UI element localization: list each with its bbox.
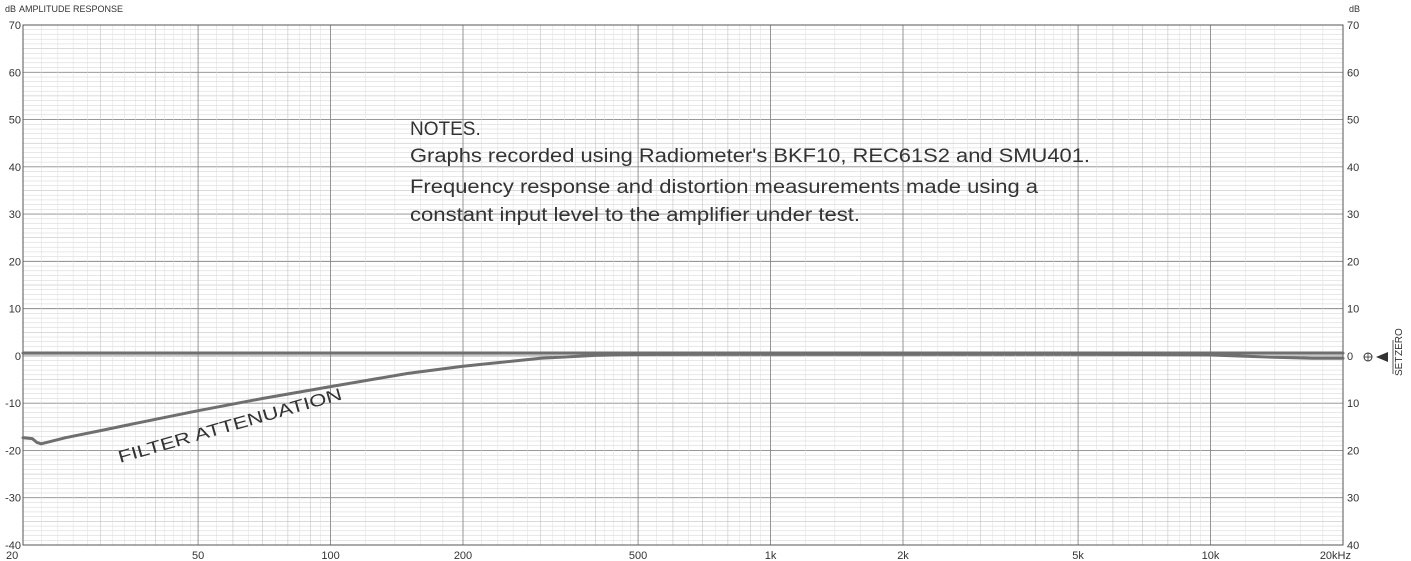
set-zero-marker: SET ZERO — [1363, 328, 1405, 376]
y-tick-label-right: 40 — [1347, 540, 1359, 552]
y-tick-label-left: 60 — [9, 67, 21, 79]
x-tick-label: 20kHz — [1320, 550, 1351, 561]
y-tick-label-left: 70 — [9, 20, 21, 32]
x-tick-label: 500 — [629, 550, 647, 561]
x-tick-label: 2k — [897, 550, 909, 561]
notes-heading: NOTES. — [410, 119, 481, 140]
y-tick-label-left: -10 — [5, 398, 21, 410]
y-tick-label-right: 50 — [1347, 115, 1359, 127]
grid — [22, 24, 1344, 546]
set-label: SET — [1394, 357, 1405, 376]
y-tick-label-left: -30 — [5, 493, 21, 505]
x-tick-labels: 20 50 100 200 500 1k 2k 5k 10k 20kHz — [6, 550, 1351, 561]
x-tick-label: 10k — [1202, 550, 1220, 561]
x-tick-label: 200 — [454, 550, 472, 561]
zero-label: ZERO — [1394, 328, 1405, 356]
x-tick-label: 100 — [321, 550, 339, 561]
left-axis-unit: dB — [5, 4, 16, 14]
y-tick-label-right: 10 — [1347, 398, 1359, 410]
y-tick-label-right: 10 — [1347, 304, 1359, 316]
filter-attenuation-label: FILTER ATTENUATION — [116, 385, 344, 467]
x-tick-label: 50 — [192, 550, 204, 561]
y-tick-label-left: 20 — [9, 256, 21, 268]
x-tick-label: 20 — [6, 550, 18, 561]
notes-line-3: constant input level to the amplifier un… — [410, 205, 860, 226]
y-tick-label-right: 30 — [1347, 209, 1359, 221]
y-tick-labels-left: 70 60 50 40 30 20 10 0 -10 -20 -30 -40 — [5, 20, 21, 552]
y-tick-label-right: 60 — [1347, 67, 1359, 79]
y-tick-label-left: 30 — [9, 209, 21, 221]
y-tick-label-left: 10 — [9, 304, 21, 316]
y-tick-label-left: 0 — [15, 351, 21, 363]
notes-line-1: Graphs recorded using Radiometer's BKF10… — [410, 146, 1090, 167]
notes-line-2: Frequency response and distortion measur… — [410, 177, 1038, 198]
x-tick-label: 1k — [765, 550, 777, 561]
chart-title: AMPLITUDE RESPONSE — [19, 4, 123, 14]
y-tick-label-left: -20 — [5, 445, 21, 457]
series-line-2 — [21, 352, 1345, 446]
set-zero-arrow-icon — [1376, 352, 1388, 362]
y-tick-label-right: 20 — [1347, 256, 1359, 268]
y-tick-label-right: 30 — [1347, 493, 1359, 505]
y-tick-label-right: 40 — [1347, 162, 1359, 174]
y-tick-label-left: 40 — [9, 162, 21, 174]
y-tick-label-left: 50 — [9, 115, 21, 127]
y-tick-label-right: 20 — [1347, 445, 1359, 457]
x-tick-label: 5k — [1072, 550, 1084, 561]
right-axis-unit: dB — [1349, 4, 1360, 14]
plot-border — [22, 24, 1344, 546]
y-tick-label-right: 70 — [1347, 20, 1359, 32]
y-tick-label-left: -40 — [5, 540, 21, 552]
series-layer — [21, 351, 1345, 446]
y-tick-label-right: 0 — [1347, 351, 1353, 363]
y-tick-labels-right: 70 60 50 40 30 20 10 0 10 20 30 40 — [1347, 20, 1359, 552]
